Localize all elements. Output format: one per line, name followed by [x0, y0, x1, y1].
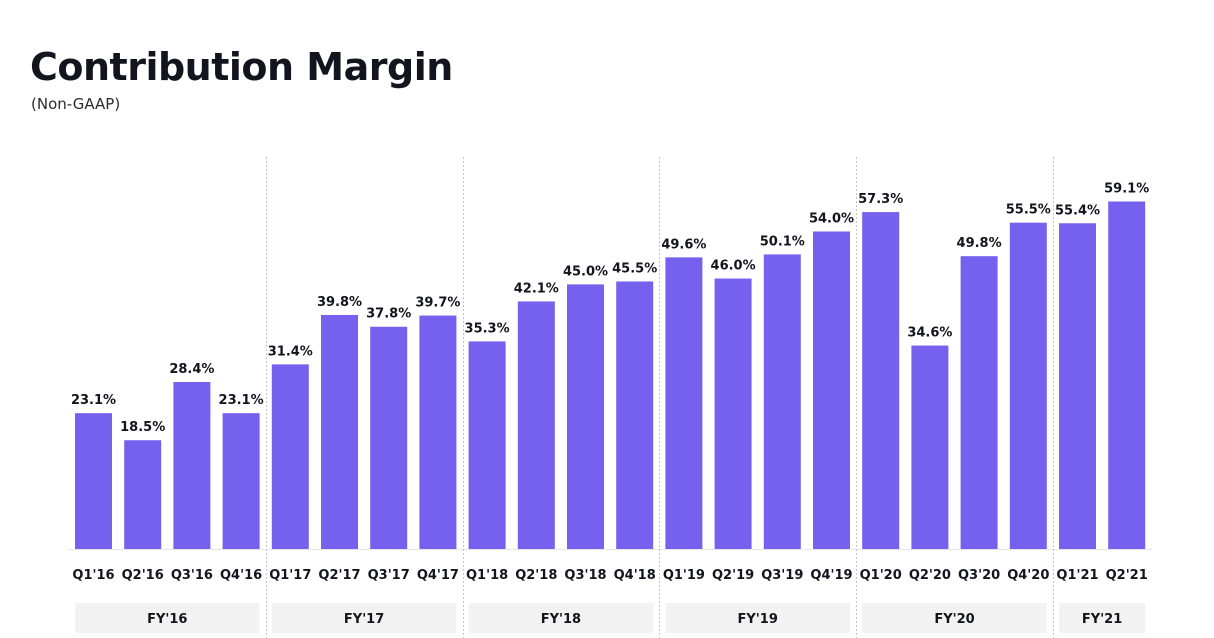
x-tick-label: Q3'19: [761, 568, 803, 583]
data-label: 49.6%: [661, 237, 706, 252]
bar: [1009, 222, 1047, 549]
bar: [960, 256, 998, 549]
x-tick-label: Q2'18: [515, 568, 557, 583]
x-tick-label: Q3'17: [368, 568, 410, 583]
bar: [419, 315, 457, 549]
bar: [862, 212, 900, 550]
fiscal-year-band: [862, 603, 1047, 633]
bar: [468, 341, 506, 549]
x-tick-label: Q2'21: [1106, 568, 1148, 583]
x-tick-label: Q1'17: [269, 568, 311, 583]
fiscal-year-band: [271, 603, 457, 633]
fiscal-year-label: FY'21: [1082, 612, 1122, 627]
data-label: 50.1%: [760, 234, 805, 249]
bar: [75, 413, 112, 549]
data-label: 23.1%: [71, 393, 116, 408]
data-label: 55.4%: [1055, 203, 1100, 218]
fiscal-year-label: FY'19: [738, 612, 778, 627]
data-label: 54.0%: [809, 211, 854, 226]
bar: [370, 326, 408, 549]
data-label: 55.5%: [1006, 203, 1051, 218]
data-label: 28.4%: [169, 362, 214, 377]
data-label: 39.8%: [317, 295, 362, 310]
bar: [222, 413, 260, 549]
fiscal-year-label: FY'20: [934, 612, 974, 627]
chart-title: Contribution Margin: [30, 45, 453, 89]
bar: [665, 257, 703, 549]
bar: [517, 301, 555, 549]
x-tick-label: Q4'19: [810, 568, 852, 583]
data-label: 57.3%: [858, 192, 903, 207]
chart-subtitle: (Non-GAAP): [31, 95, 121, 113]
bar: [271, 364, 309, 549]
data-label: 37.8%: [366, 307, 411, 322]
bar: [124, 440, 162, 549]
data-label: 31.4%: [268, 344, 313, 359]
data-label: 34.6%: [907, 326, 952, 341]
fiscal-year-label: FY'17: [344, 612, 384, 627]
data-label: 42.1%: [514, 281, 559, 296]
fiscal-year-label: FY'18: [541, 612, 581, 627]
x-tick-label: Q3'16: [171, 568, 213, 583]
x-tick-label: Q1'19: [663, 568, 705, 583]
bar: [321, 314, 358, 549]
data-label: 39.7%: [415, 296, 460, 311]
data-label: 46.0%: [711, 259, 756, 274]
fiscal-year-band: [468, 603, 654, 633]
x-tick-label: Q1'18: [466, 568, 508, 583]
data-label: 49.8%: [957, 236, 1002, 251]
fiscal-year-band: [665, 603, 850, 633]
data-label: 18.5%: [120, 420, 165, 435]
x-tick-label: Q4'17: [417, 568, 459, 583]
x-tick-label: Q1'21: [1056, 568, 1098, 583]
fiscal-year-band: [1059, 603, 1146, 633]
bar: [763, 254, 801, 550]
bar: [714, 278, 752, 549]
x-tick-label: Q2'20: [909, 568, 951, 583]
x-tick-label: Q3'20: [958, 568, 1000, 583]
bar: [1059, 223, 1096, 549]
fiscal-year-label: FY'16: [147, 612, 187, 627]
bar: [567, 284, 604, 549]
bar: [1108, 201, 1146, 549]
fiscal-year-band: [75, 603, 260, 633]
x-tick-label: Q1'20: [860, 568, 902, 583]
x-tick-label: Q2'19: [712, 568, 754, 583]
data-label: 35.3%: [465, 321, 510, 336]
data-label: 45.5%: [612, 261, 657, 276]
bar: [173, 382, 211, 549]
data-label: 59.1%: [1104, 182, 1149, 197]
x-tick-label: Q2'16: [122, 568, 164, 583]
bar: [616, 281, 654, 549]
bar: [813, 231, 850, 549]
data-label: 23.1%: [219, 393, 264, 408]
data-label: 45.0%: [563, 264, 608, 279]
x-tick-label: Q4'18: [614, 568, 656, 583]
x-tick-label: Q1'16: [72, 568, 114, 583]
x-tick-label: Q4'20: [1007, 568, 1049, 583]
bar: [911, 345, 949, 549]
x-tick-label: Q3'18: [564, 568, 606, 583]
x-tick-label: Q4'16: [220, 568, 262, 583]
x-tick-label: Q2'17: [318, 568, 360, 583]
